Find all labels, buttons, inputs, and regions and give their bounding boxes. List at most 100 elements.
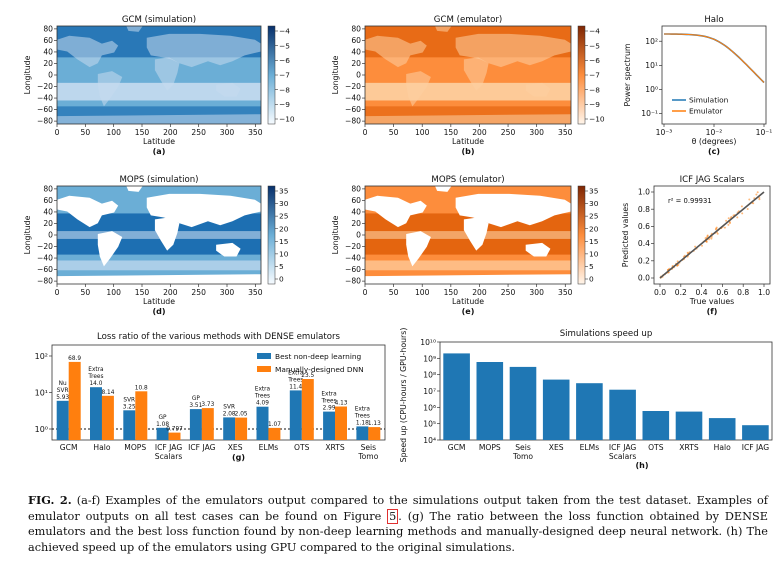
colorbar-tick-label: 5 [279, 262, 284, 271]
land-mask [57, 186, 261, 284]
y-tick-label: −60 [345, 105, 361, 114]
panel-d: MOPS (simulation)0 50 100 150 200 250 300 35080… [23, 175, 289, 316]
y-tick-label: 40 [351, 208, 361, 217]
loss-bar-value-label: SVR [57, 388, 69, 394]
loss-bar-value-label: SVR [223, 404, 235, 410]
speed-bar [675, 411, 703, 440]
halo-y-tick-label: 10⁻¹ [641, 109, 658, 118]
land-shape [525, 242, 551, 257]
icf-title: ICF JAG Scalars [680, 175, 745, 185]
halo-legend: Simulation Emulator [672, 96, 729, 116]
y-tick-label: 0 [48, 231, 53, 240]
loss-bar-value-label: 2.05 [235, 412, 248, 418]
loss-category-label: Scalars [155, 452, 183, 461]
caption-text-2: . (g) The ratio between the loss functio… [28, 509, 768, 554]
panel-sublabel: (e) [462, 307, 475, 316]
panel-title: GCM (simulation) [122, 15, 196, 25]
loss-bar-dnn [168, 432, 181, 440]
y-axis-label: Longitude [23, 215, 32, 254]
loss-bar-dnn [368, 427, 381, 440]
ocean-band-south [365, 260, 571, 271]
halo-y-tick-label: 10² [645, 37, 658, 46]
colorbar-gradient [577, 185, 586, 285]
colorbar-tick-label: 35 [279, 187, 289, 196]
loss-bar-non-deep [90, 387, 102, 440]
continent-shape [126, 26, 143, 32]
icf-point [755, 193, 758, 196]
icf-point [715, 226, 718, 229]
colorbar-tick-label: 20 [279, 224, 289, 233]
loss-category-label: ICF JAG [155, 443, 182, 452]
speed-category-label: ICF JAG [609, 443, 636, 452]
loss-category-label: MOPS [124, 443, 146, 452]
loss-bar-value-label: SVR [123, 397, 135, 403]
loss-bar-value-label: 3.25 [123, 404, 136, 410]
loss-bar-dnn [68, 361, 81, 440]
heatmap-panels: GCM (simulation)0 50 100 150 200 250 300 350806… [23, 15, 605, 316]
caption-fig-label: FIG. 2. [28, 493, 72, 507]
icf-point [741, 212, 744, 215]
colorbar-tick-label: 30 [279, 199, 289, 208]
land-shape [216, 242, 241, 257]
loss-bar-value-label: Extra [255, 387, 271, 393]
speed-bar [642, 411, 670, 440]
x-tick-label: 150 [444, 288, 459, 297]
continent-shape [406, 71, 431, 107]
heatmap-e [365, 186, 571, 284]
x-tick-label: 150 [135, 288, 150, 297]
x-tick-label: 350 [248, 288, 263, 297]
y-tick-label: 40 [351, 48, 361, 57]
icf-point [676, 260, 679, 263]
loss-bar-dnn [235, 417, 248, 440]
icf-identity-line [659, 191, 765, 279]
icf-x-axis-label: True values [689, 297, 734, 306]
continent-shape [146, 33, 261, 68]
x-tick-label: 200 [472, 128, 487, 137]
x-tick-label: 250 [191, 128, 206, 137]
caption-figure-ref[interactable]: 5 [387, 508, 399, 524]
icf-point [736, 216, 739, 219]
icf-point [710, 237, 713, 240]
x-tick-label: 50 [80, 128, 90, 137]
colorbar-tick-label: −8 [589, 85, 600, 94]
land-shape [97, 231, 123, 267]
loss-bar-non-deep [156, 427, 169, 440]
loss-bar-value-label: 2.99 [323, 406, 336, 412]
continent-shape [154, 57, 180, 91]
x-tick-label: 100 [106, 288, 121, 297]
loss-bar-value-label: 1.07 [268, 422, 281, 428]
loss-bar-value-label: GP [159, 415, 167, 421]
colorbar-tick-label: −6 [589, 56, 600, 65]
loss-bar-value-label: 1.08 [156, 422, 169, 428]
icf-sublabel: (f) [707, 307, 718, 316]
continent-shape [216, 82, 241, 97]
y-tick-label: 0 [356, 231, 361, 240]
icf-point [748, 198, 751, 201]
halo-x-tick-label: 10⁻³ [656, 128, 673, 137]
halo-title: Halo [704, 15, 723, 25]
colorbar-tick-label: −9 [589, 100, 600, 109]
colorbar-tick-label: −10 [279, 115, 295, 124]
loss-bar-value-label: 8.14 [101, 390, 114, 396]
y-tick-label: −80 [345, 277, 361, 286]
loss-bar-value-label: Trees [287, 377, 303, 383]
continent-shape [365, 114, 571, 124]
y-tick-label: −80 [345, 117, 361, 126]
heatmap-b [365, 26, 571, 124]
icf-x-tick-label: 0.4 [696, 288, 708, 297]
loss-bar-non-deep [256, 406, 269, 440]
loss-legend-swatch [257, 353, 271, 359]
land-shape [406, 231, 431, 267]
icf-point [723, 226, 726, 229]
loss-bar-value-label: 10.8 [135, 385, 148, 391]
speed-category-label: OTS [648, 443, 664, 452]
icf-y-axis-label: Predicted values [621, 203, 630, 267]
panel-b: GCM (emulator)0 50 100 150 200 250 300 35080604… [331, 15, 605, 156]
speed-y-tick-label: 10¹⁰ [420, 338, 436, 347]
loss-y-tick-label: 10⁰ [35, 425, 48, 434]
panel-title: MOPS (simulation) [119, 175, 198, 185]
icf-point [730, 216, 733, 218]
y-tick-label: 60 [351, 196, 361, 205]
x-tick-label: 100 [415, 128, 430, 137]
x-tick-label: 100 [106, 128, 121, 137]
